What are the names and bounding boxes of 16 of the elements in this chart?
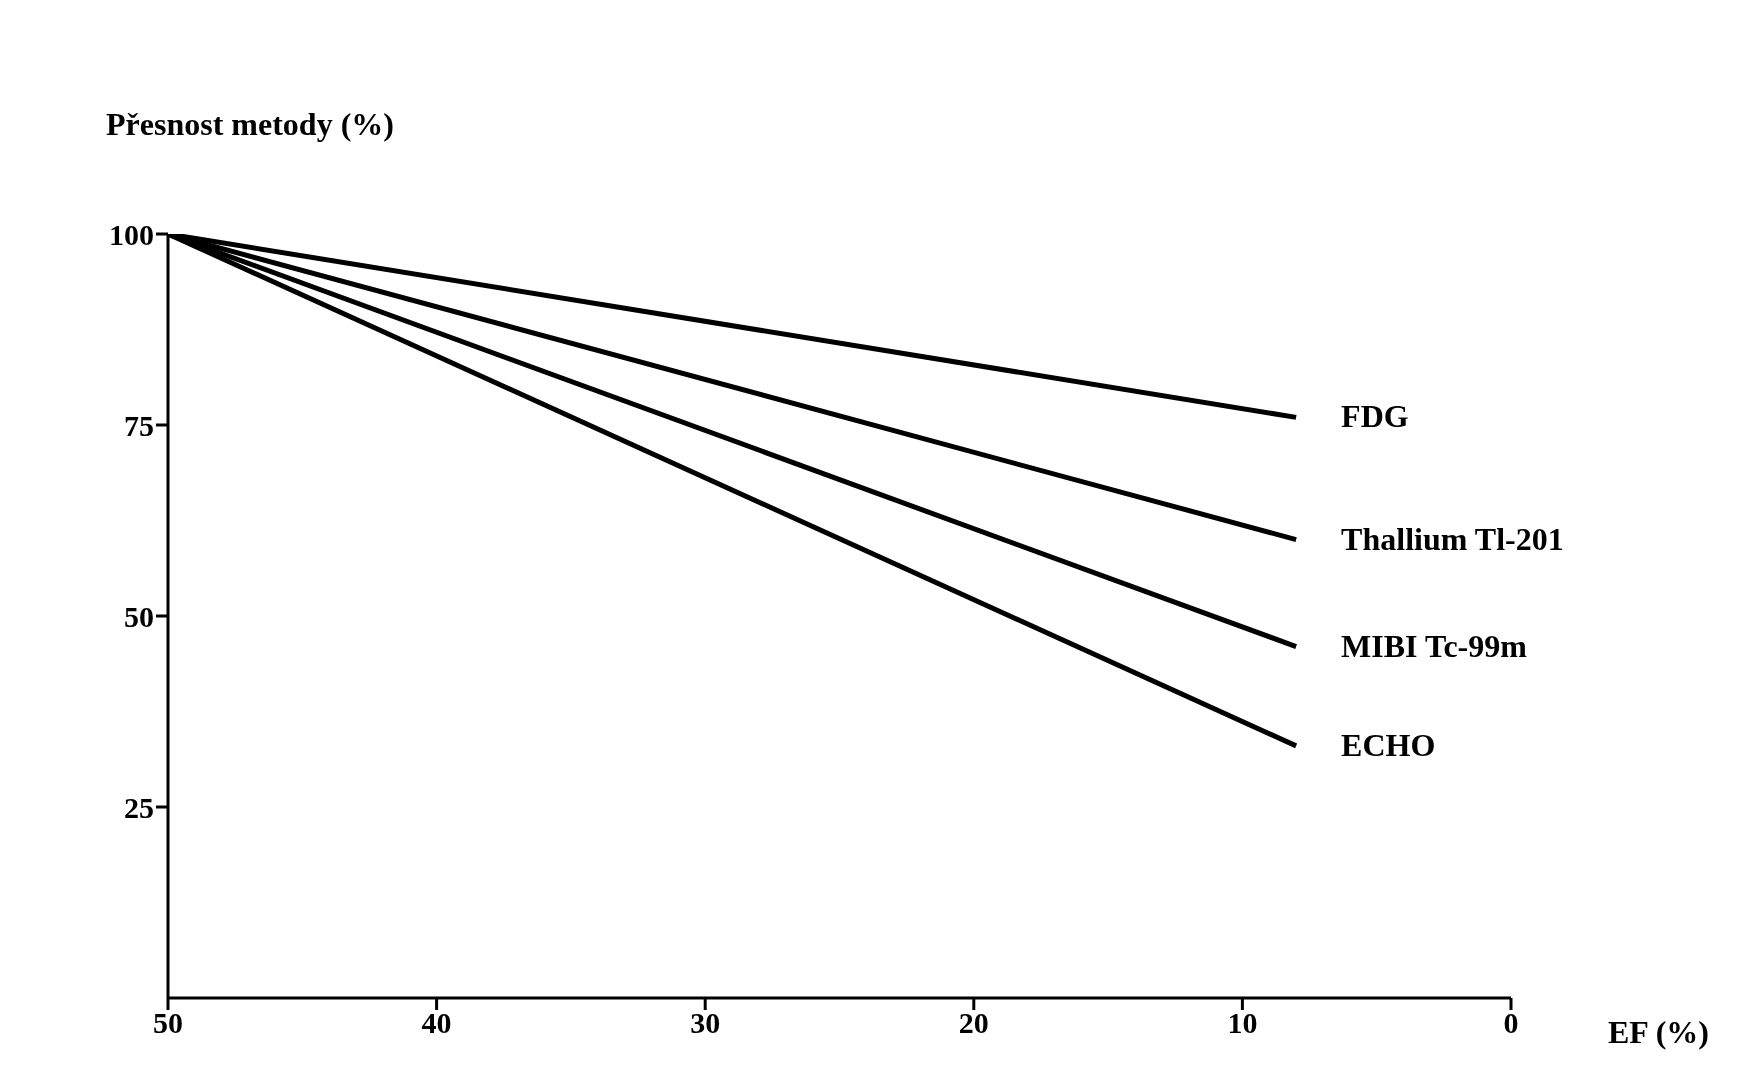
x-tick-label: 40 — [421, 1006, 452, 1040]
series-label: ECHO — [1341, 726, 1436, 763]
series-label: MIBI Tc-99m — [1341, 627, 1528, 664]
x-tick-label: 0 — [1503, 1006, 1519, 1040]
y-tick-label: 75 — [124, 408, 154, 442]
x-tick-label: 30 — [690, 1006, 721, 1040]
y-axis-title: Přesnost metody (%) — [106, 106, 394, 143]
x-tick-label: 20 — [958, 1006, 989, 1040]
x-tick-label: 10 — [1227, 1006, 1258, 1040]
series-label: Thallium Tl-201 — [1341, 520, 1564, 557]
x-axis-title: EF (%) — [1608, 1014, 1710, 1051]
series-label: FDG — [1341, 398, 1409, 435]
y-tick-label: 50 — [124, 599, 154, 633]
y-tick-label: 25 — [124, 790, 154, 824]
y-tick-label: 100 — [109, 217, 154, 251]
x-tick-label: 50 — [153, 1006, 183, 1040]
